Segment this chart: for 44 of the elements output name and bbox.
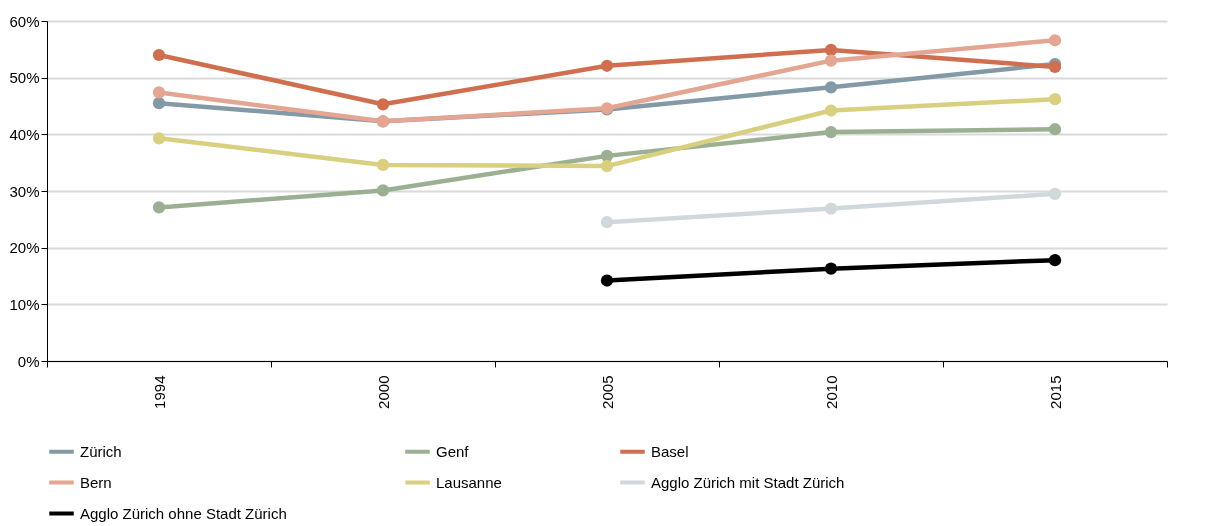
point <box>600 274 614 287</box>
legend-label: Bern <box>80 473 112 491</box>
point <box>824 125 838 139</box>
y-tick-label: 60% <box>9 12 40 30</box>
legend-label: Basel <box>651 442 689 460</box>
point <box>824 262 838 275</box>
point <box>1048 34 1062 47</box>
point <box>152 201 166 214</box>
y-tick-label: 30% <box>9 182 40 200</box>
x-tick-label: 2015 <box>1046 375 1064 409</box>
point <box>1048 123 1062 136</box>
point <box>600 149 614 162</box>
point <box>600 159 614 173</box>
point <box>376 98 390 111</box>
x-tick-label: 2010 <box>822 375 840 409</box>
x-tick-label: 2005 <box>598 375 616 409</box>
point <box>376 158 390 172</box>
point <box>1048 254 1062 267</box>
point <box>1048 187 1062 200</box>
point <box>600 59 614 72</box>
y-tick-label: 40% <box>9 125 40 143</box>
point <box>152 132 166 145</box>
x-tick-label: 1994 <box>150 375 168 409</box>
point <box>824 104 838 117</box>
point <box>376 184 390 197</box>
y-tick-label: 20% <box>9 239 40 257</box>
point <box>1048 93 1062 106</box>
x-tick-label: 2000 <box>374 375 392 409</box>
point <box>152 86 166 99</box>
point <box>152 48 166 62</box>
point <box>600 216 614 229</box>
y-tick-label: 0% <box>17 352 40 370</box>
y-tick-label: 50% <box>9 69 40 87</box>
legend-label: Lausanne <box>436 473 502 491</box>
point <box>824 54 838 67</box>
legend-label: Agglo Zürich mit Stadt Zürich <box>651 473 845 491</box>
point <box>824 202 838 215</box>
legend-label: Zürich <box>80 442 122 460</box>
point <box>824 81 838 94</box>
legend-label: Genf <box>436 442 470 460</box>
y-tick-label: 10% <box>9 295 40 313</box>
legend-label: Agglo Zürich ohne Stadt Zürich <box>80 504 287 522</box>
point <box>824 43 838 57</box>
point <box>152 97 166 110</box>
